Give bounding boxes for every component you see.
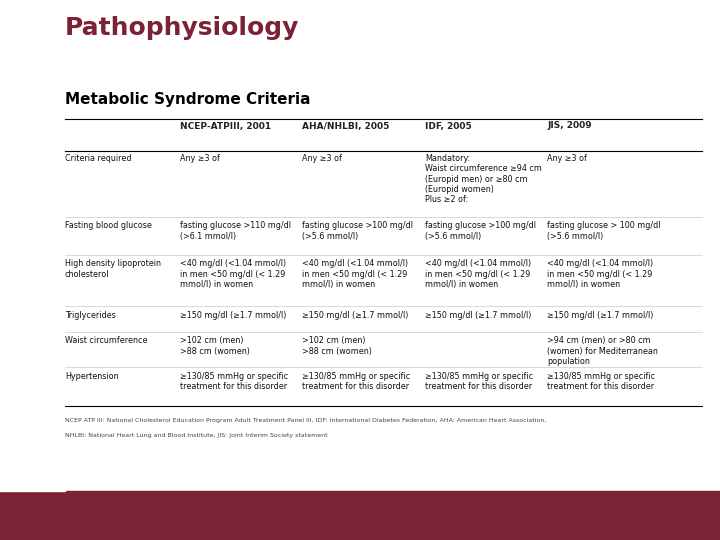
- Text: IDF, 2005: IDF, 2005: [425, 122, 472, 131]
- Text: Waist circumference: Waist circumference: [65, 336, 148, 346]
- Text: ≥150 mg/dl (≥1.7 mmol/l): ≥150 mg/dl (≥1.7 mmol/l): [547, 310, 654, 320]
- Text: fasting glucose >100 mg/dl
(>5.6 mmol/l): fasting glucose >100 mg/dl (>5.6 mmol/l): [302, 221, 413, 241]
- Text: Hypertension: Hypertension: [65, 372, 118, 381]
- Text: Metabolic Syndrome Criteria: Metabolic Syndrome Criteria: [65, 92, 310, 107]
- Text: NHLBI: National Heart Lung and Blood Institute, JIS: Joint Interim Society state: NHLBI: National Heart Lung and Blood Ins…: [65, 433, 328, 438]
- Text: Criteria required: Criteria required: [65, 154, 131, 163]
- Text: Any ≥3 of: Any ≥3 of: [302, 154, 342, 163]
- Text: <40 mg/dl (<1.04 mmol/l)
in men <50 mg/dl (< 1.29
mmol/l) in women: <40 mg/dl (<1.04 mmol/l) in men <50 mg/d…: [180, 259, 286, 289]
- Text: ≥150 mg/dl (≥1.7 mmol/l): ≥150 mg/dl (≥1.7 mmol/l): [180, 310, 287, 320]
- Text: High density lipoprotein
cholesterol: High density lipoprotein cholesterol: [65, 259, 161, 279]
- Text: ≥130/85 mmHg or specific
treatment for this disorder: ≥130/85 mmHg or specific treatment for t…: [302, 372, 410, 391]
- Text: Any ≥3 of: Any ≥3 of: [547, 154, 587, 163]
- Text: >94 cm (men) or >80 cm
(women) for Mediterranean
population: >94 cm (men) or >80 cm (women) for Medit…: [547, 336, 658, 366]
- Bar: [0, 491, 720, 540]
- Text: Triglycerides: Triglycerides: [65, 310, 115, 320]
- Text: ≥130/85 mmHg or specific
treatment for this disorder: ≥130/85 mmHg or specific treatment for t…: [425, 372, 533, 391]
- Text: ≥130/85 mmHg or specific
treatment for this disorder: ≥130/85 mmHg or specific treatment for t…: [547, 372, 655, 391]
- Text: Any ≥3 of: Any ≥3 of: [180, 154, 220, 163]
- Text: fasting glucose >100 mg/dl
(>5.6 mmol/l): fasting glucose >100 mg/dl (>5.6 mmol/l): [425, 221, 536, 241]
- Text: <40 mg/dl (<1.04 mmol/l)
in men <50 mg/dl (< 1.29
mmol/l) in women: <40 mg/dl (<1.04 mmol/l) in men <50 mg/d…: [547, 259, 653, 289]
- Text: Pathophysiology: Pathophysiology: [65, 16, 300, 40]
- Text: >102 cm (men)
>88 cm (women): >102 cm (men) >88 cm (women): [180, 336, 250, 356]
- Text: >102 cm (men)
>88 cm (women): >102 cm (men) >88 cm (women): [302, 336, 372, 356]
- Text: <40 mg/dl (<1.04 mmol/l)
in men <50 mg/dl (< 1.29
mmol/l) in women: <40 mg/dl (<1.04 mmol/l) in men <50 mg/d…: [302, 259, 408, 289]
- Text: ≥130/85 mmHg or specific
treatment for this disorder: ≥130/85 mmHg or specific treatment for t…: [180, 372, 288, 391]
- Text: ≥150 mg/dl (≥1.7 mmol/l): ≥150 mg/dl (≥1.7 mmol/l): [425, 310, 531, 320]
- Text: NCEP-ATPIII, 2001: NCEP-ATPIII, 2001: [180, 122, 271, 131]
- Bar: [0, 462, 65, 491]
- Text: JIS, 2009: JIS, 2009: [547, 122, 592, 131]
- Text: fasting glucose > 100 mg/dl
(>5.6 mmol/l): fasting glucose > 100 mg/dl (>5.6 mmol/l…: [547, 221, 661, 241]
- Text: AHA/NHLBI, 2005: AHA/NHLBI, 2005: [302, 122, 390, 131]
- Text: NCEP ATP III: National Cholesterol Education Program Adult Treatment Panel III, : NCEP ATP III: National Cholesterol Educa…: [65, 418, 546, 423]
- Text: ≥150 mg/dl (≥1.7 mmol/l): ≥150 mg/dl (≥1.7 mmol/l): [302, 310, 409, 320]
- Text: fasting glucose >110 mg/dl
(>6.1 mmol/l): fasting glucose >110 mg/dl (>6.1 mmol/l): [180, 221, 291, 241]
- Text: <40 mg/dl (<1.04 mmol/l)
in men <50 mg/dl (< 1.29
mmol/l) in women: <40 mg/dl (<1.04 mmol/l) in men <50 mg/d…: [425, 259, 531, 289]
- Text: Mandatory:
Waist circumference ≥94 cm
(Europid men) or ≥80 cm
(Europid women)
Pl: Mandatory: Waist circumference ≥94 cm (E…: [425, 154, 541, 205]
- Text: Fasting blood glucose: Fasting blood glucose: [65, 221, 152, 231]
